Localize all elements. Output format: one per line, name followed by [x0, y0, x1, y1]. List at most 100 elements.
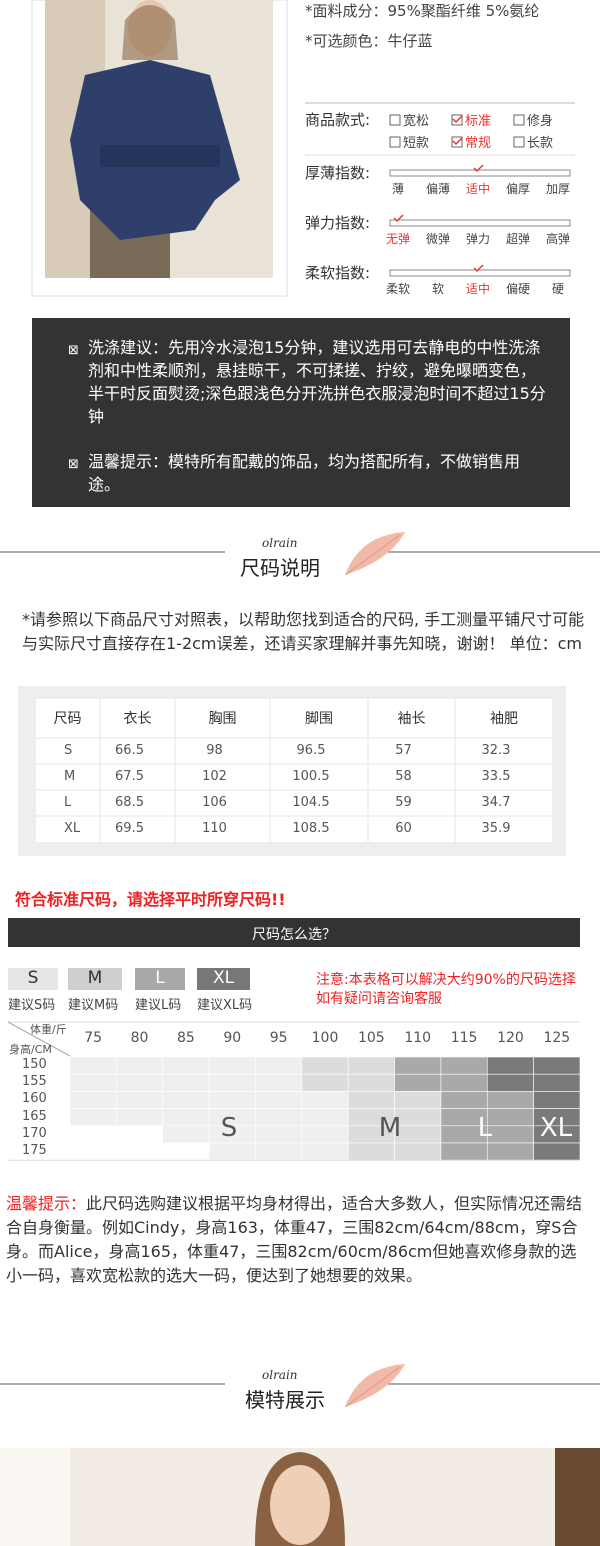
- height-value: 155: [22, 1074, 47, 1090]
- warm-tip: 温馨提示：此尺码选购建议根据平均身材得出，适合大多数人，但实际情况还需结合自身衡…: [6, 1192, 591, 1288]
- table-cell: XL: [64, 821, 81, 836]
- scale-option: 柔软: [385, 282, 411, 296]
- grid-cell: [116, 1125, 164, 1144]
- size-chip-label: 建议XL码: [197, 998, 253, 1013]
- grid-cell: [486, 1108, 534, 1127]
- style-option: 标准: [465, 114, 492, 129]
- model-photo-curtain: [0, 1448, 70, 1546]
- table-cell: M: [64, 769, 76, 784]
- grid-cell: [486, 1091, 534, 1109]
- table-cell: 110: [202, 821, 227, 836]
- weight-value: 75: [84, 1030, 103, 1046]
- feather-quill: [344, 534, 401, 576]
- checkbox: [513, 114, 525, 126]
- grid-cell: [486, 1125, 534, 1144]
- scale-option: 弹力: [465, 232, 491, 246]
- grid-cell: [347, 1091, 395, 1109]
- weight-value: 110: [404, 1030, 432, 1046]
- grid-cell: [255, 1125, 303, 1144]
- grid-cell: [208, 1073, 256, 1092]
- weight-value: 125: [543, 1030, 571, 1046]
- grid-cell: [255, 1091, 303, 1109]
- grid-cell: [440, 1073, 488, 1092]
- wash-advice: 洗涤建议：先用冷水浸泡15分钟，建议选用可去静电的中性洗涤剂和中性柔顺剂，悬挂晾…: [88, 338, 546, 426]
- bullet-icon: ⊠: [68, 457, 79, 472]
- size-chip: [197, 968, 250, 990]
- table-cell: 106: [202, 795, 227, 810]
- grid-cell: [116, 1108, 164, 1127]
- grid-cell: [162, 1108, 210, 1127]
- grid-cell: [533, 1091, 581, 1109]
- table-cell: 57: [395, 743, 412, 758]
- warm-tip-label: 温馨提示：: [6, 1194, 87, 1213]
- table-cell: 67.5: [115, 769, 144, 784]
- grid-cell: [394, 1108, 442, 1127]
- warm-tip-text: 此尺码选购建议根据平均身材得出，适合大多数人，但实际情况还需结合自身衡量。例如C…: [6, 1194, 583, 1285]
- grid-cell: [440, 1091, 488, 1109]
- grid-cell: [347, 1142, 395, 1161]
- height-value: 160: [22, 1091, 47, 1107]
- table-cell: 35.9: [481, 821, 511, 836]
- grid-cell: [533, 1056, 581, 1075]
- grid-size-label: M: [378, 1113, 402, 1143]
- section-title: 模特展示: [245, 1388, 325, 1412]
- table-header: 衣长: [123, 711, 152, 727]
- table-cell: 108.5: [292, 821, 330, 836]
- guide-note: 注意:本表格可以解决大约90%的尺码选择: [316, 972, 576, 988]
- grid-cell: [116, 1091, 164, 1109]
- table-header: 胸围: [208, 711, 237, 727]
- weight-label: 体重/斤: [30, 1023, 67, 1036]
- table-header: 脚围: [305, 711, 333, 727]
- grid-cell: [301, 1056, 349, 1075]
- scale-option: 超弹: [505, 232, 531, 246]
- grid-cell: [533, 1142, 581, 1161]
- guide-note: 如有疑问请咨询客服: [316, 991, 442, 1007]
- grid-size-label: S: [220, 1113, 238, 1143]
- grid-size-label: L: [477, 1113, 493, 1143]
- size-chip-label: 建议M码: [68, 998, 119, 1013]
- section-title: 尺码说明: [240, 556, 320, 580]
- care-tip: 温馨提示：模特所有配戴的饰品，均为搭配所有，不做销售用途。: [88, 452, 521, 494]
- grid-cell: [116, 1142, 164, 1161]
- grid-cell: [347, 1056, 395, 1075]
- weight-value: 105: [357, 1030, 385, 1046]
- size-chip-name: XL: [212, 968, 235, 988]
- grid-cell: [162, 1073, 210, 1092]
- checkbox: [513, 136, 525, 148]
- height-value: 150: [22, 1057, 47, 1072]
- checkbox-check: [452, 137, 463, 146]
- grid-cell: [162, 1091, 210, 1109]
- scale-label: 厚薄指数:: [305, 164, 371, 182]
- grid-cell: [301, 1142, 349, 1161]
- table-cell: S: [64, 743, 73, 758]
- model-photo-face: [270, 1465, 330, 1545]
- brand: olrain: [262, 536, 298, 550]
- size-chip-name: M: [87, 968, 103, 988]
- grid-cell: [69, 1091, 117, 1109]
- scale-check: [473, 264, 484, 273]
- table-cell: 34.7: [481, 795, 511, 810]
- scale-option: 偏薄: [425, 182, 451, 196]
- grid-cell: [208, 1142, 256, 1161]
- grid-cell: [347, 1073, 395, 1092]
- grid-cell: [394, 1073, 442, 1092]
- grid-cell: [301, 1073, 349, 1092]
- grid-cell: [116, 1073, 164, 1092]
- grid-cell: [394, 1091, 442, 1109]
- grid-cell: [301, 1108, 349, 1127]
- table-cell: 60: [395, 821, 412, 836]
- scale-option: 偏厚: [505, 182, 531, 196]
- grid-cell: [162, 1125, 210, 1144]
- checkbox-check: [452, 115, 463, 124]
- guide-bar: [8, 918, 580, 947]
- size-chip-label: 建议S码: [8, 998, 56, 1013]
- grid-cell: [255, 1108, 303, 1127]
- guide-title: 尺码怎么选？: [252, 927, 336, 943]
- scale-check: [393, 214, 404, 223]
- size-chip: [135, 968, 185, 990]
- model-photo-door: [555, 1448, 600, 1546]
- feather-quill: [344, 1366, 401, 1408]
- scale-bar: [389, 269, 571, 277]
